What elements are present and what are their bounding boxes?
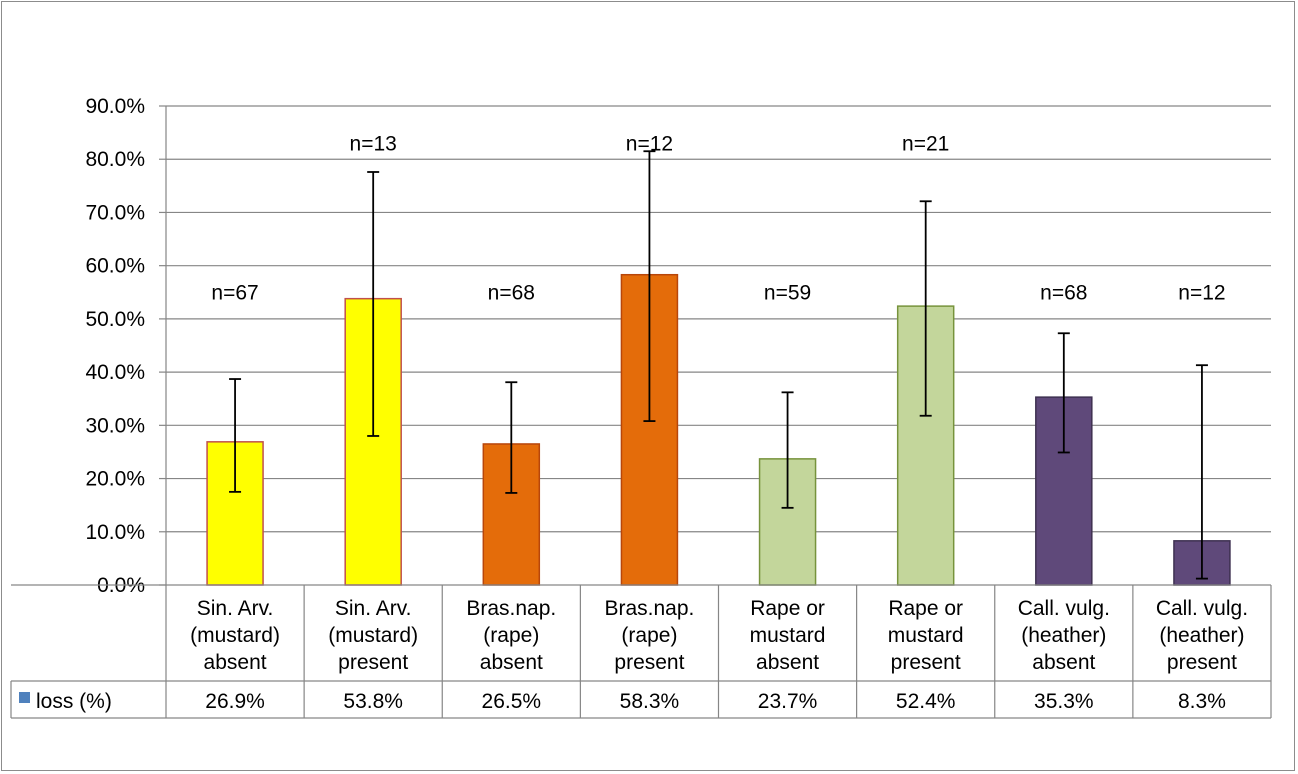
category-label: (heather) [1159, 624, 1244, 647]
y-tick-label: 70.0% [85, 201, 145, 224]
legend-swatch [19, 692, 30, 703]
category-label: Bras.nap. [604, 597, 694, 620]
category-label: mustard [888, 624, 964, 647]
y-tick-label: 20.0% [85, 468, 145, 491]
y-tick-label: 90.0% [85, 95, 145, 118]
category-label: (mustard) [190, 624, 280, 647]
sample-size-label: n=67 [211, 281, 258, 304]
category-label: present [338, 651, 408, 674]
sample-size-label: n=59 [764, 281, 811, 304]
category-label: Rape or [888, 597, 963, 620]
table-value: 53.8% [343, 690, 403, 713]
category-label: Bras.nap. [466, 597, 556, 620]
category-label: present [1167, 651, 1237, 674]
category-label: (mustard) [328, 624, 418, 647]
y-tick-label: 40.0% [85, 361, 145, 384]
sample-size-label: n=68 [488, 281, 535, 304]
category-label: present [614, 651, 684, 674]
y-tick-label: 80.0% [85, 148, 145, 171]
category-label: (rape) [483, 624, 539, 647]
category-label: absent [480, 651, 543, 674]
y-tick-label: 50.0% [85, 308, 145, 331]
category-label: mustard [750, 624, 826, 647]
table-value: 58.3% [620, 690, 680, 713]
category-label: Call. vulg. [1156, 597, 1248, 620]
category-label: Sin. Arv. [335, 597, 412, 620]
table-value: 52.4% [896, 690, 956, 713]
category-label: absent [756, 651, 819, 674]
table-value: 23.7% [758, 690, 818, 713]
table-value: 26.5% [482, 690, 542, 713]
sample-size-label: n=13 [350, 132, 397, 155]
sample-size-label: n=12 [626, 132, 673, 155]
table-value: 35.3% [1034, 690, 1094, 713]
series-name: loss (%) [36, 690, 112, 713]
sample-size-label: n=12 [1178, 281, 1225, 304]
sample-size-label: n=68 [1040, 281, 1087, 304]
category-label: absent [1032, 651, 1095, 674]
y-tick-label: 10.0% [85, 521, 145, 544]
category-label: (rape) [621, 624, 677, 647]
category-label: (heather) [1021, 624, 1106, 647]
category-label: Rape or [750, 597, 825, 620]
category-label: present [891, 651, 961, 674]
sample-size-label: n=21 [902, 132, 949, 155]
table-value: 26.9% [205, 690, 265, 713]
category-label: Sin. Arv. [197, 597, 274, 620]
y-tick-label: 60.0% [85, 255, 145, 278]
y-tick-label: 30.0% [85, 414, 145, 437]
table-value: 8.3% [1178, 690, 1226, 713]
category-label: Call. vulg. [1018, 597, 1110, 620]
category-label: absent [204, 651, 267, 674]
